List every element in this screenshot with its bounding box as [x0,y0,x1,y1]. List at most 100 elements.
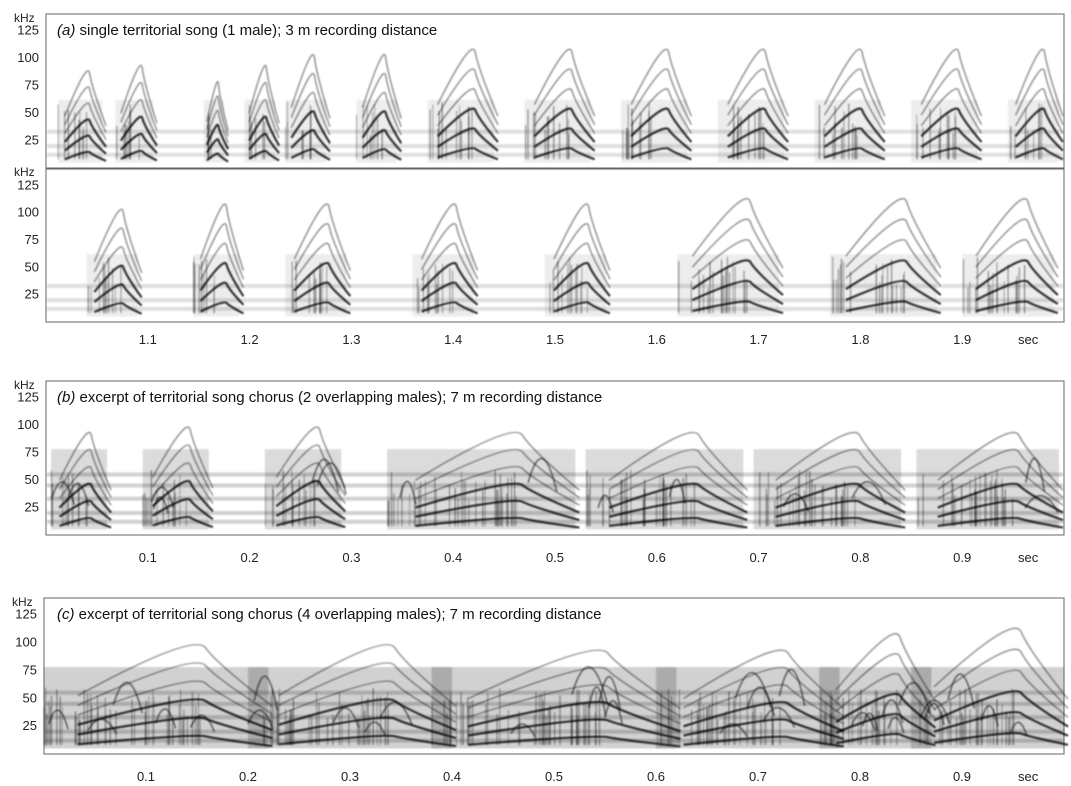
y-tick-label: 125 [17,390,39,405]
x-ticks: 1.1 1.2 1.3 1.4 1.5 1.6 1.7 1.8 1.9 [139,332,971,347]
harmonic-arc [199,262,245,297]
y-tick-label: 125 [17,177,39,192]
harmonic-arc [93,227,143,282]
y-ticks: 25 50 75 100 125 [17,23,39,148]
harmonic-arc [727,107,789,143]
harmonic-arc [293,223,351,280]
y-axis-unit: kHz [14,378,35,392]
panel-a-caption-letter: (a) [57,22,75,39]
harmonic-arc [727,147,789,161]
harmonic-arc [553,262,611,297]
harmonic-arc [275,462,346,504]
harmonic-arc [361,54,402,119]
harmonic-arc [824,147,886,161]
harmonic-arc [845,279,942,306]
harmonic-arc [58,466,112,506]
syllable [585,431,748,530]
y-tick-label: 75 [23,662,37,677]
syllable [431,649,681,749]
harmonic-arc [691,198,784,269]
harmonic-arc [77,698,273,732]
harmonic-arc [727,127,789,152]
overlapping-arc [668,478,686,504]
harmonic-arc [248,132,280,154]
x-tick-label: 1.8 [851,332,869,347]
harmonic-arc [823,107,886,143]
harmonic-arc [290,129,331,153]
harmonic-arc [278,662,457,715]
harmonic-arc [120,99,158,139]
syllable [356,54,403,163]
syllable [285,54,331,163]
syllable [244,64,281,163]
harmonic-arc [975,279,1059,305]
syllable [829,198,942,317]
x-tick-label: 1.3 [342,332,360,347]
x-ticks: 0.1 0.2 0.3 0.4 0.5 0.6 0.7 0.8 0.9 [137,769,971,784]
harmonic-arc [278,734,457,748]
harmonic-arc [975,198,1059,269]
overlapping-arc [1009,721,1028,737]
harmonic-arc [845,198,942,269]
harmonic-arc [683,735,844,748]
harmonic-arc [93,283,143,307]
syllable [524,48,596,163]
y-tick-label: 50 [25,259,39,274]
y-tick-label: 75 [25,445,39,460]
harmonic-arc [630,147,692,161]
x-axis-unit: sec [1018,769,1039,784]
x-ticks: 0.1 0.2 0.3 0.4 0.5 0.6 0.7 0.8 0.9 [139,550,971,565]
harmonic-arc [920,147,982,161]
harmonic-arc [206,109,229,144]
y-axis-unit: kHz [14,11,35,25]
syllable [264,426,347,530]
panel-c-caption: (c) excerpt of territorial song chorus (… [57,606,601,623]
harmonic-arc [608,465,748,506]
x-tick-label: 0.6 [647,769,665,784]
harmonic-arc [293,203,351,271]
harmonic-arc [937,516,1064,529]
harmonic-arc [727,68,789,126]
harmonic-arc [290,72,331,127]
spectrogram-marks [47,198,1063,317]
harmonic-arc [1015,88,1064,134]
harmonic-arc [845,239,942,287]
harmonic-arc [975,218,1059,278]
harmonic-arc [933,711,1069,737]
harmonic-arc [58,482,112,514]
harmonic-arc [206,81,229,131]
harmonic-arc [468,684,681,725]
harmonic-arc [534,147,596,161]
x-tick-label: 0.5 [546,550,564,565]
harmonic-arc [361,72,402,127]
harmonic-arc [437,88,499,134]
overlapping-arc [311,458,340,493]
harmonic-arc [58,431,112,491]
overlapping-arc [50,481,76,505]
harmonic-arc [77,680,273,723]
harmonic-arc [609,516,748,529]
y-ticks: 25 50 75 100 125 [15,607,37,733]
harmonic-arc [248,149,280,162]
harmonic-arc [276,515,346,529]
overlapping-arc [253,675,278,710]
harmonic-arc [468,735,681,748]
harmonic-arc [415,465,580,506]
overlapping-arc [746,686,776,717]
x-tick-label: 0.1 [137,769,155,784]
harmonic-arc [823,48,886,117]
syllable [677,198,784,317]
overlapping-arc [588,686,607,716]
overlapping-arc [316,462,347,495]
harmonic-arc [58,449,112,498]
harmonic-arc [630,127,693,152]
harmonic-arc [120,64,158,124]
y-tick-label: 50 [25,472,39,487]
overlapping-arc [597,494,614,513]
syllable [86,208,143,317]
harmonic-arc [823,68,886,126]
harmonic-arc [727,88,789,134]
harmonic-arc [692,300,784,315]
x-tick-label: 0.9 [953,550,971,565]
